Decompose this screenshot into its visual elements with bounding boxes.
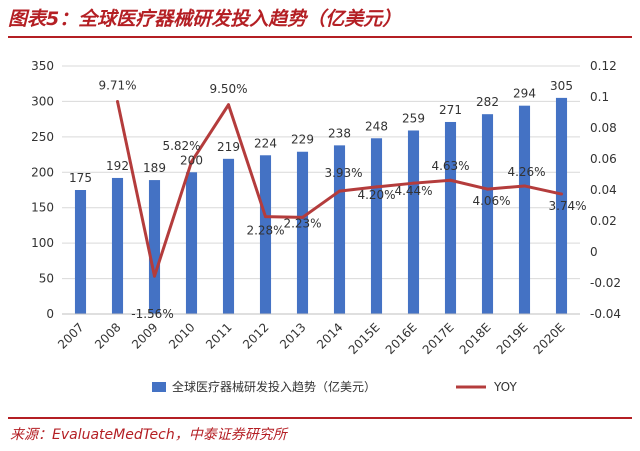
yoy-point — [338, 189, 341, 193]
y-left-tick-label: 200 — [31, 165, 54, 179]
bar-value-label: 229 — [291, 133, 314, 147]
yoy-value-label: 4.26% — [507, 165, 545, 179]
x-tick-label: 2007 — [55, 320, 86, 351]
bar — [333, 145, 346, 314]
x-tick-label: 2015E — [346, 320, 383, 357]
y-right-tick-label: 0.02 — [590, 214, 617, 228]
bar-value-label: 192 — [106, 159, 129, 173]
bar — [555, 97, 568, 314]
y-right-tick-label: 0.12 — [590, 59, 617, 73]
yoy-value-label: 4.20% — [357, 188, 395, 202]
yoy-value-label: 4.63% — [431, 159, 469, 173]
yoy-point — [301, 215, 304, 219]
yoy-point — [523, 184, 526, 188]
bar-value-label: 200 — [180, 153, 203, 167]
y-left-tick-label: 150 — [31, 201, 54, 215]
yoy-value-label: -1.56% — [131, 307, 173, 321]
bar — [185, 172, 198, 314]
x-tick-label: 2018E — [457, 320, 494, 357]
y-right-tick-label: 0 — [590, 245, 598, 259]
yoy-value-label: 9.71% — [98, 78, 136, 92]
bar-value-label: 238 — [328, 126, 351, 140]
y-left-tick-label: 300 — [31, 94, 54, 108]
y-left-tick-label: 0 — [46, 307, 54, 321]
y-right-tick-label: 0.1 — [590, 90, 609, 104]
x-tick-label: 2009 — [129, 320, 160, 351]
bar — [222, 158, 235, 314]
source-note: 来源：EvaluateMedTech，中泰证券研究所 — [10, 427, 287, 443]
yoy-point — [375, 185, 378, 189]
bar-value-label: 271 — [439, 103, 462, 117]
yoy-point — [116, 99, 119, 103]
bar — [148, 180, 161, 314]
x-tick-label: 2014 — [314, 320, 345, 351]
page-title: 图表5：全球医疗器械研发投入趋势（亿美元） — [8, 8, 402, 30]
bar — [407, 130, 420, 314]
yoy-value-label: 2.23% — [283, 216, 321, 230]
yoy-point — [449, 178, 452, 182]
bar — [111, 177, 124, 314]
x-tick-label: 2019E — [494, 320, 531, 357]
bar — [259, 155, 272, 314]
y-left-tick-label: 250 — [31, 130, 54, 144]
bar — [370, 138, 383, 314]
bar-value-label: 248 — [365, 119, 388, 133]
x-tick-label: 2013 — [277, 320, 308, 351]
legend-label-line: YOY — [493, 380, 517, 394]
yoy-value-label: 3.74% — [548, 199, 586, 213]
legend-label-bar: 全球医疗器械研发投入趋势（亿美元） — [172, 379, 376, 394]
x-tick-label: 2020E — [531, 320, 568, 357]
bar-value-label: 259 — [402, 111, 425, 125]
yoy-value-label: 3.93% — [324, 166, 362, 180]
yoy-point — [153, 274, 156, 278]
legend-swatch-bar — [152, 382, 166, 392]
bar — [444, 121, 457, 314]
yoy-point — [486, 187, 489, 191]
yoy-value-label: 2.28% — [246, 224, 284, 238]
x-tick-label: 2008 — [92, 320, 123, 351]
bar-value-label: 175 — [69, 171, 92, 185]
footer-divider — [8, 417, 632, 419]
y-right-tick-label: 0.04 — [590, 183, 617, 197]
bar-value-label: 219 — [217, 140, 240, 154]
yoy-point — [560, 192, 563, 196]
bar-value-label: 224 — [254, 136, 277, 150]
y-right-tick-label: 0.06 — [590, 152, 617, 166]
bar — [296, 151, 309, 314]
title-divider — [8, 36, 632, 38]
bar-value-label: 305 — [550, 79, 573, 93]
x-tick-label: 2012 — [240, 320, 271, 351]
yoy-value-label: 9.50% — [209, 82, 247, 96]
yoy-point — [190, 160, 193, 164]
x-tick-label: 2016E — [383, 320, 420, 357]
yoy-value-label: 5.82% — [162, 139, 200, 153]
y-right-tick-label: -0.04 — [590, 307, 621, 321]
yoy-point — [412, 181, 415, 185]
y-right-tick-label: -0.02 — [590, 276, 621, 290]
bar — [74, 190, 87, 314]
x-tick-label: 2010 — [166, 320, 197, 351]
y-right-tick-label: 0.08 — [590, 121, 617, 135]
bar-value-label: 294 — [513, 87, 536, 101]
y-left-tick-label: 100 — [31, 236, 54, 250]
x-tick-label: 2017E — [420, 320, 457, 357]
bar-value-label: 282 — [476, 95, 499, 109]
bar-value-label: 189 — [143, 161, 166, 175]
yoy-point — [264, 215, 267, 219]
yoy-value-label: 4.06% — [472, 194, 510, 208]
bar — [518, 105, 531, 315]
yoy-point — [227, 103, 230, 107]
bar — [481, 114, 494, 314]
x-tick-label: 2011 — [203, 320, 234, 351]
yoy-value-label: 4.44% — [394, 184, 432, 198]
y-left-tick-label: 350 — [31, 59, 54, 73]
y-left-tick-label: 50 — [39, 272, 54, 286]
